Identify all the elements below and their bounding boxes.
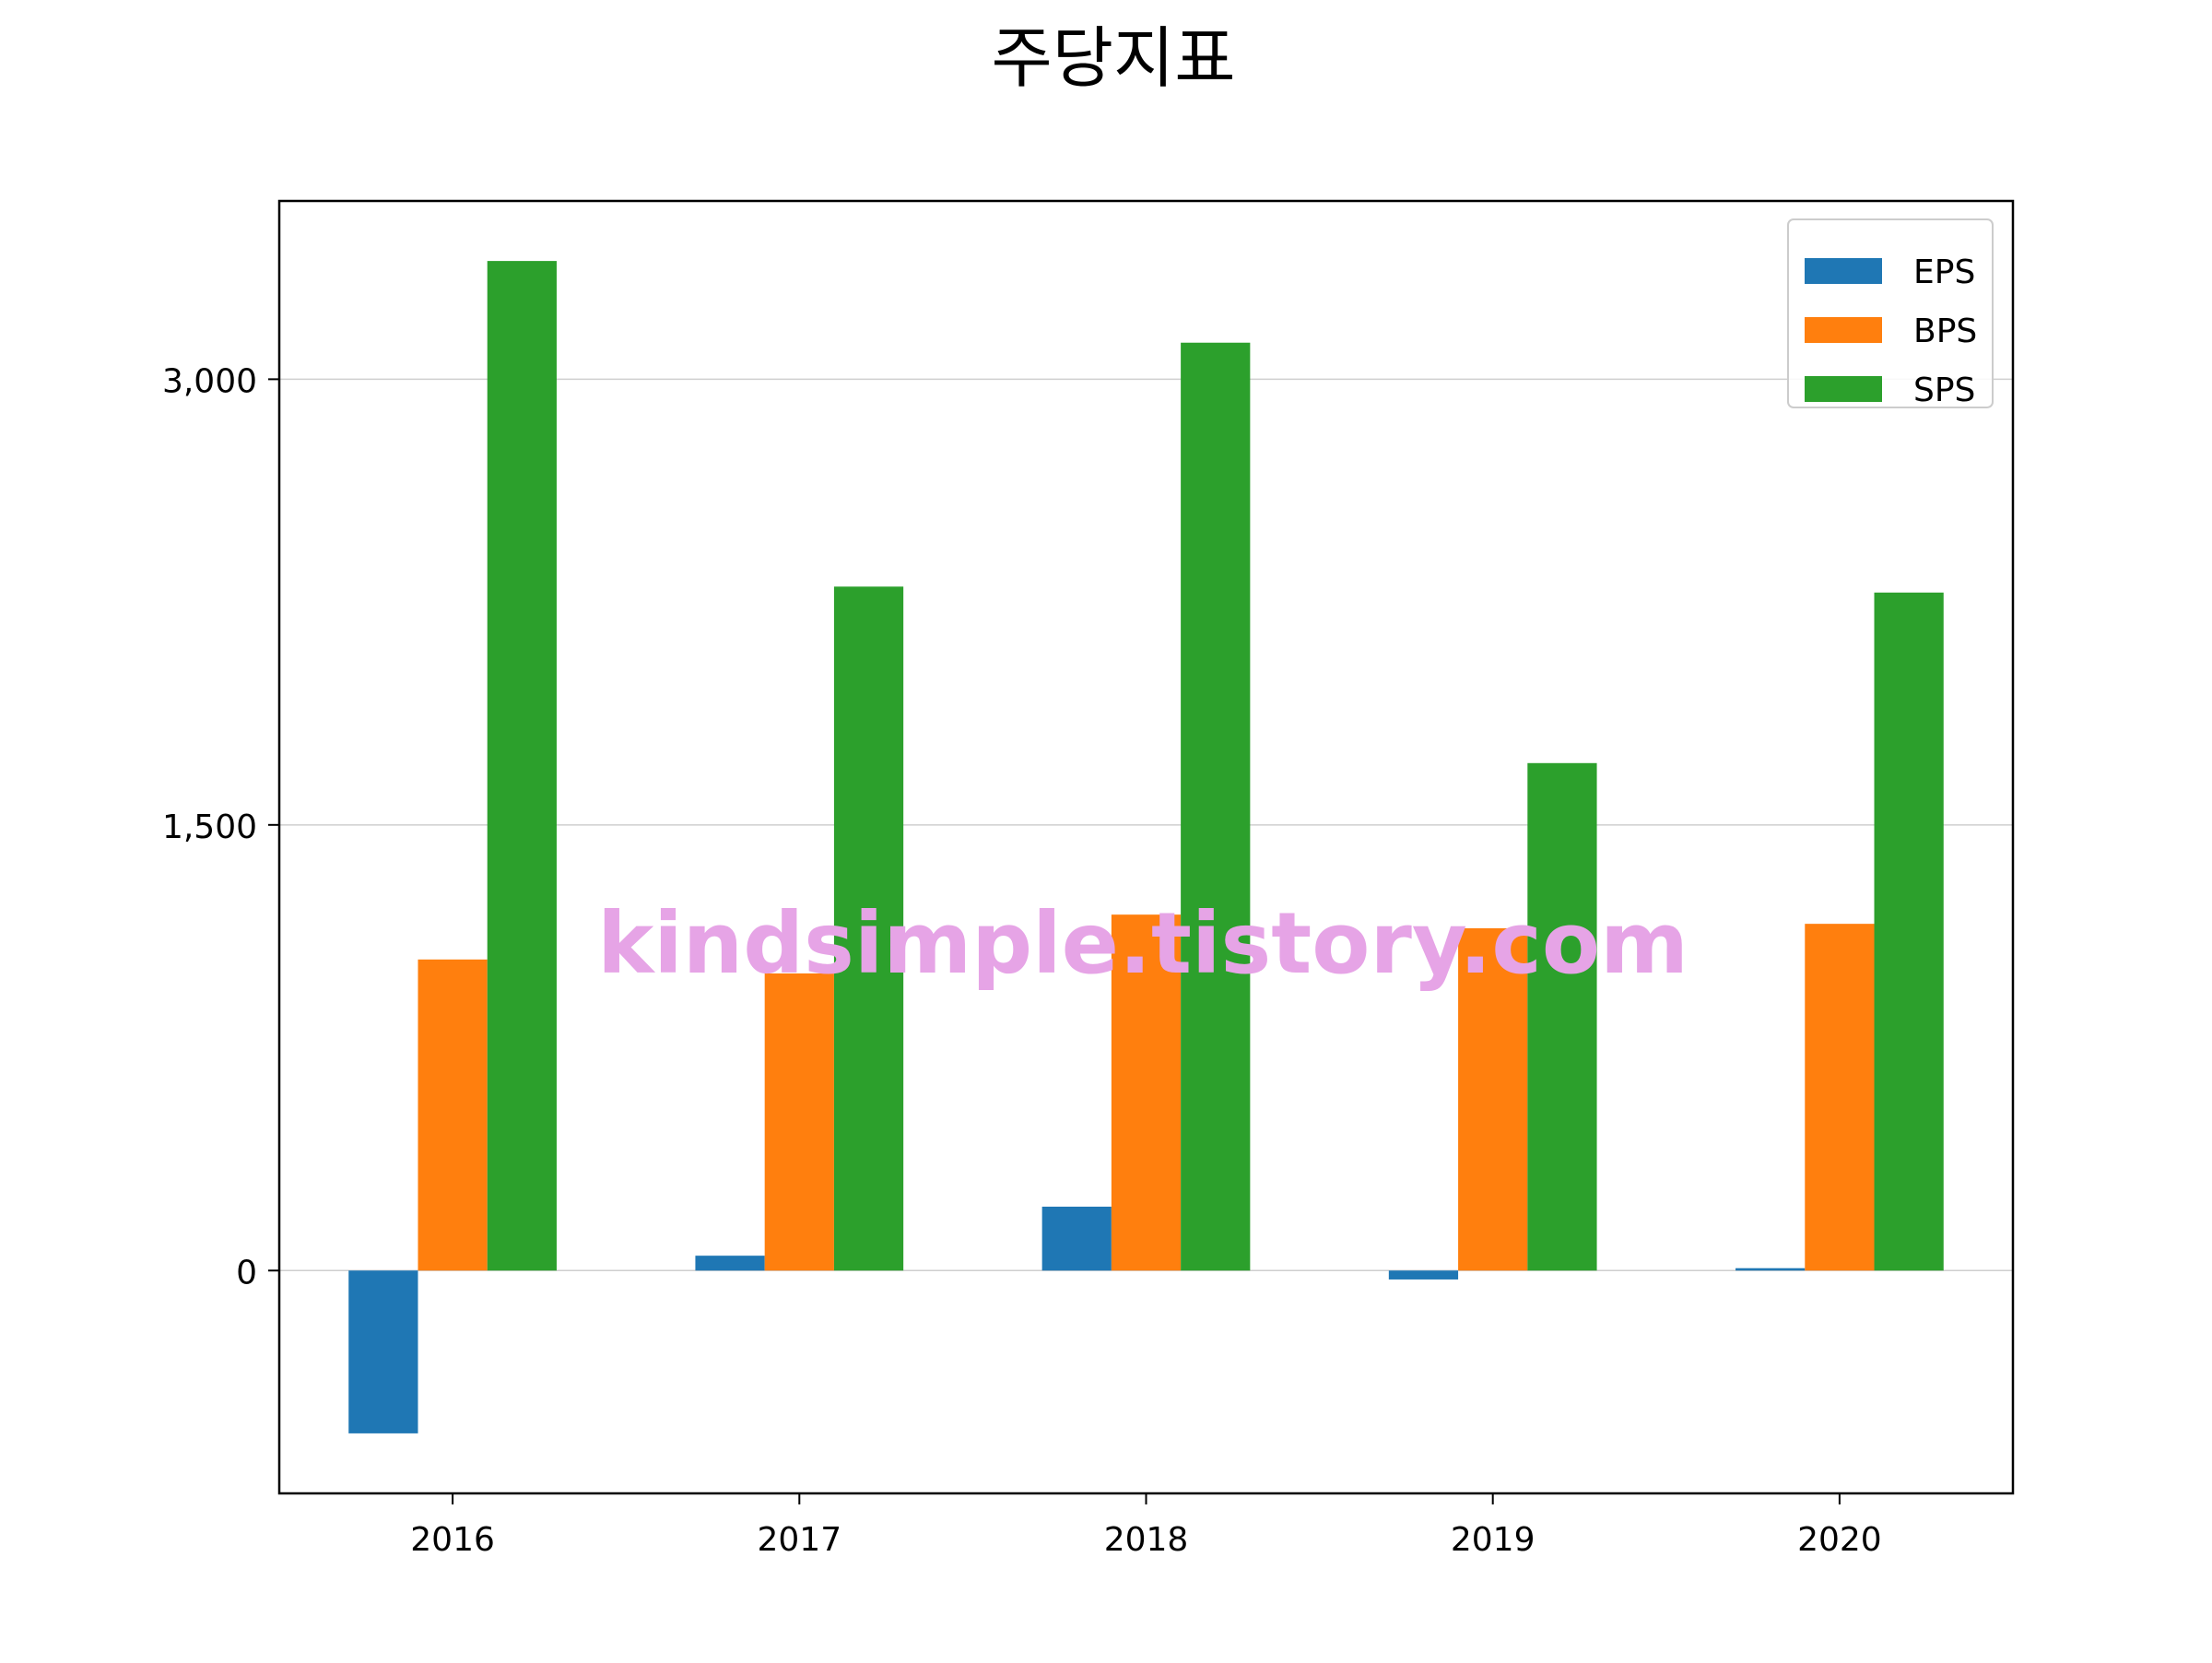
- bar-sps-2018: [1181, 342, 1251, 1271]
- x-tick-label: 2019: [1451, 1521, 1535, 1559]
- bars: [348, 261, 1944, 1433]
- legend: EPS BPS SPS: [1787, 218, 1994, 409]
- x-tick-label: 2016: [410, 1521, 495, 1559]
- bar-bps-2017: [764, 973, 834, 1271]
- legend-label-sps: SPS: [1913, 372, 1975, 409]
- y-tick-label: 3,000: [162, 362, 257, 400]
- x-tick-label: 2017: [757, 1521, 841, 1559]
- legend-label-eps: EPS: [1913, 254, 1975, 291]
- bar-sps-2020: [1874, 592, 1944, 1271]
- bar-eps-2016: [348, 1270, 418, 1433]
- y-axis: 0 1,500 3,000: [162, 362, 279, 1291]
- x-axis: 2016 2017 2018 2019 2020: [410, 1493, 1882, 1559]
- legend-swatch-sps: [1805, 376, 1882, 402]
- bar-bps-2020: [1805, 924, 1875, 1271]
- bar-eps-2020: [1735, 1268, 1806, 1271]
- y-tick-label: 0: [236, 1254, 257, 1291]
- plot-frame: [277, 199, 2015, 1495]
- legend-swatch-eps: [1805, 258, 1882, 284]
- chart-title: 주당지표: [992, 19, 1236, 97]
- bar-bps-2018: [1111, 914, 1182, 1271]
- x-tick-label: 2020: [1797, 1521, 1882, 1559]
- x-tick-label: 2018: [1104, 1521, 1189, 1559]
- bar-eps-2019: [1388, 1270, 1459, 1280]
- bar-eps-2018: [1041, 1206, 1112, 1271]
- bar-eps-2017: [695, 1256, 765, 1271]
- bar-sps-2017: [833, 586, 904, 1271]
- legend-label-bps: BPS: [1913, 313, 1977, 350]
- bar-sps-2019: [1527, 762, 1597, 1271]
- bar-bps-2016: [418, 959, 488, 1271]
- watermark: kindsimple.tistory.com: [597, 894, 1688, 993]
- legend-swatch-bps: [1805, 317, 1882, 343]
- bar-sps-2016: [487, 261, 557, 1271]
- y-tick-label: 1,500: [162, 808, 257, 846]
- bar-bps-2019: [1458, 927, 1528, 1271]
